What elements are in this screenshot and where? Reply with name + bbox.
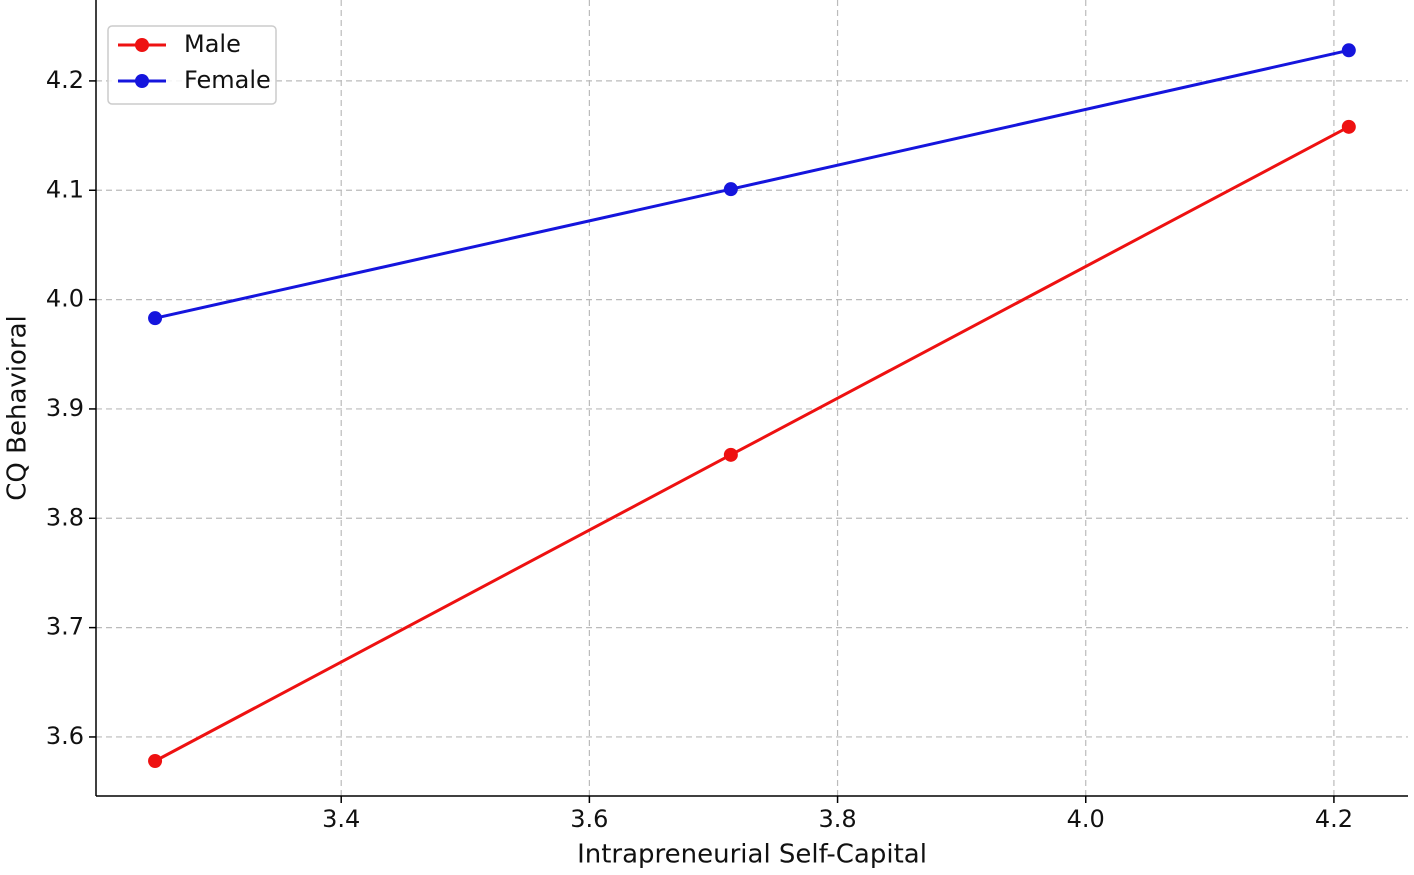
data-point xyxy=(1341,43,1356,58)
data-point xyxy=(1341,119,1356,134)
y-tick-label: 3.7 xyxy=(46,613,84,641)
legend-marker xyxy=(135,74,149,88)
y-tick-label: 4.1 xyxy=(46,175,84,203)
x-tick-label: 3.6 xyxy=(570,805,608,833)
x-tick-label: 4.0 xyxy=(1067,805,1105,833)
legend-label: Female xyxy=(184,66,271,94)
series-line xyxy=(154,125,1350,763)
y-tick-label: 3.6 xyxy=(46,722,84,750)
legend-label: Male xyxy=(184,30,241,58)
y-axis-label: CQ Behavioral xyxy=(3,315,33,501)
x-tick-label: 3.8 xyxy=(818,805,856,833)
x-axis-label: Intrapreneurial Self-Capital xyxy=(577,840,927,870)
legend-marker xyxy=(135,38,149,52)
x-tick-label: 3.4 xyxy=(322,805,360,833)
data-point xyxy=(148,754,163,769)
y-tick-label: 3.8 xyxy=(46,503,84,531)
y-tick-label: 4.0 xyxy=(46,285,84,313)
data-point xyxy=(723,182,738,197)
data-point xyxy=(723,447,738,462)
series-line xyxy=(154,48,1350,320)
data-point xyxy=(148,311,163,326)
x-tick-label: 4.2 xyxy=(1315,805,1353,833)
y-tick-label: 4.2 xyxy=(46,66,84,94)
y-tick-label: 3.9 xyxy=(46,394,84,422)
